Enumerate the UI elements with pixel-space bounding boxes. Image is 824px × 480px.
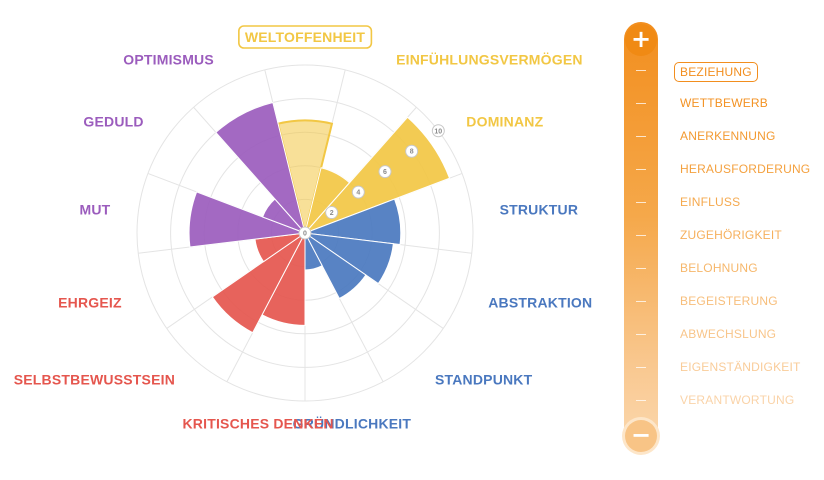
bar-mut [188, 191, 306, 248]
label-optimismus: OPTIMISMUS [123, 51, 214, 67]
slider-tick [636, 367, 646, 368]
motive-item-begeisterung[interactable]: BEGEISTERUNG [680, 294, 778, 308]
motive-item-verantwortung[interactable]: VERANTWORTUNG [680, 393, 795, 407]
motive-item-anerkennung[interactable]: ANERKENNUNG [680, 129, 776, 143]
label-geduld: GEDULD [83, 114, 143, 130]
slider-tick [636, 169, 646, 170]
slider-tick [636, 334, 646, 335]
scale-marker [405, 144, 419, 158]
slider-tick [636, 235, 646, 236]
chart-bars [188, 101, 451, 334]
slider-tick [636, 400, 646, 401]
slider-tick [636, 301, 646, 302]
motive-item-eigenstaendigkeit[interactable]: EIGENSTÄNDIGKEIT [680, 360, 801, 374]
category-labels: WELTOFFENHEIT EINFÜHLUNGSVERMÖGEN DOMINANZ… [14, 25, 592, 431]
label-struktur: STRUKTUR [500, 201, 579, 217]
label-standpunkt: STANDPUNKT [435, 372, 533, 388]
scale-marker [378, 165, 392, 179]
label-einfühlungsvermögen: EINFÜHLUNGSVERMÖGEN [396, 51, 583, 67]
center-label: 0 [303, 231, 307, 238]
motive-item-beziehung[interactable]: BEZIEHUNG [674, 62, 758, 82]
motive-item-belohnung[interactable]: BELOHNUNG [680, 261, 758, 275]
selected-label-frame [238, 25, 373, 49]
scale-label: 2 [330, 210, 334, 217]
scale-label: 8 [410, 149, 414, 156]
slider-tick [636, 70, 646, 71]
slider-plus-button[interactable]: + [625, 24, 657, 56]
motive-item-herausforderung[interactable]: HERAUSFORDERUNG [680, 162, 811, 176]
motive-item-einfluss[interactable]: EINFLUSS [680, 195, 741, 209]
motive-slider-track[interactable] [624, 22, 658, 452]
polar-chart: 2 4 6 8 10 0 WELTOFFENHEIT EINFÜHLUNGSVERMÖGEN… [14, 25, 592, 431]
label-abstraktion: ABSTRAKTION [488, 295, 592, 311]
slider-tick [636, 268, 646, 269]
label-mut: MUT [79, 201, 110, 217]
motive-item-zugehoerigkeit[interactable]: ZUGEHÖRIGKEIT [680, 228, 782, 242]
bar-selbstbewusstsein [211, 232, 306, 334]
label-kritisches denken: KRITISCHES DENKEN [182, 415, 333, 431]
scale-label: 10 [434, 128, 442, 135]
label-gründlichkeit: GRÜNDLICHKEIT [293, 415, 412, 431]
label-ehrgeiz: EHRGEIZ [58, 295, 122, 311]
label-weltoffenheit: WELTOFFENHEIT [245, 29, 366, 45]
bar-abstraktion [304, 232, 394, 285]
label-dominanz: DOMINANZ [466, 114, 543, 130]
scale-label: 4 [356, 190, 360, 197]
scale-marker [325, 206, 339, 220]
value-scale: 2 4 6 8 10 0 [298, 124, 445, 240]
motive-item-wettbewerb[interactable]: WETTBEWERB [680, 96, 768, 110]
slider-tick [636, 136, 646, 137]
bar-struktur [304, 198, 402, 246]
slider-minus-button[interactable]: − [625, 420, 657, 452]
scale-label: 6 [383, 169, 387, 176]
slider-tick [636, 103, 646, 104]
center-marker [298, 226, 312, 240]
scale-marker [431, 124, 445, 138]
scale-marker [351, 185, 365, 199]
bar-standpunkt [304, 232, 367, 300]
label-selbstbewusstsein: SELBSTBEWUSSTSEIN [14, 372, 175, 388]
motive-item-abwechslung[interactable]: ABWECHSLUNG [680, 327, 777, 341]
slider-tick [636, 202, 646, 203]
bar-optimismus [215, 101, 306, 234]
